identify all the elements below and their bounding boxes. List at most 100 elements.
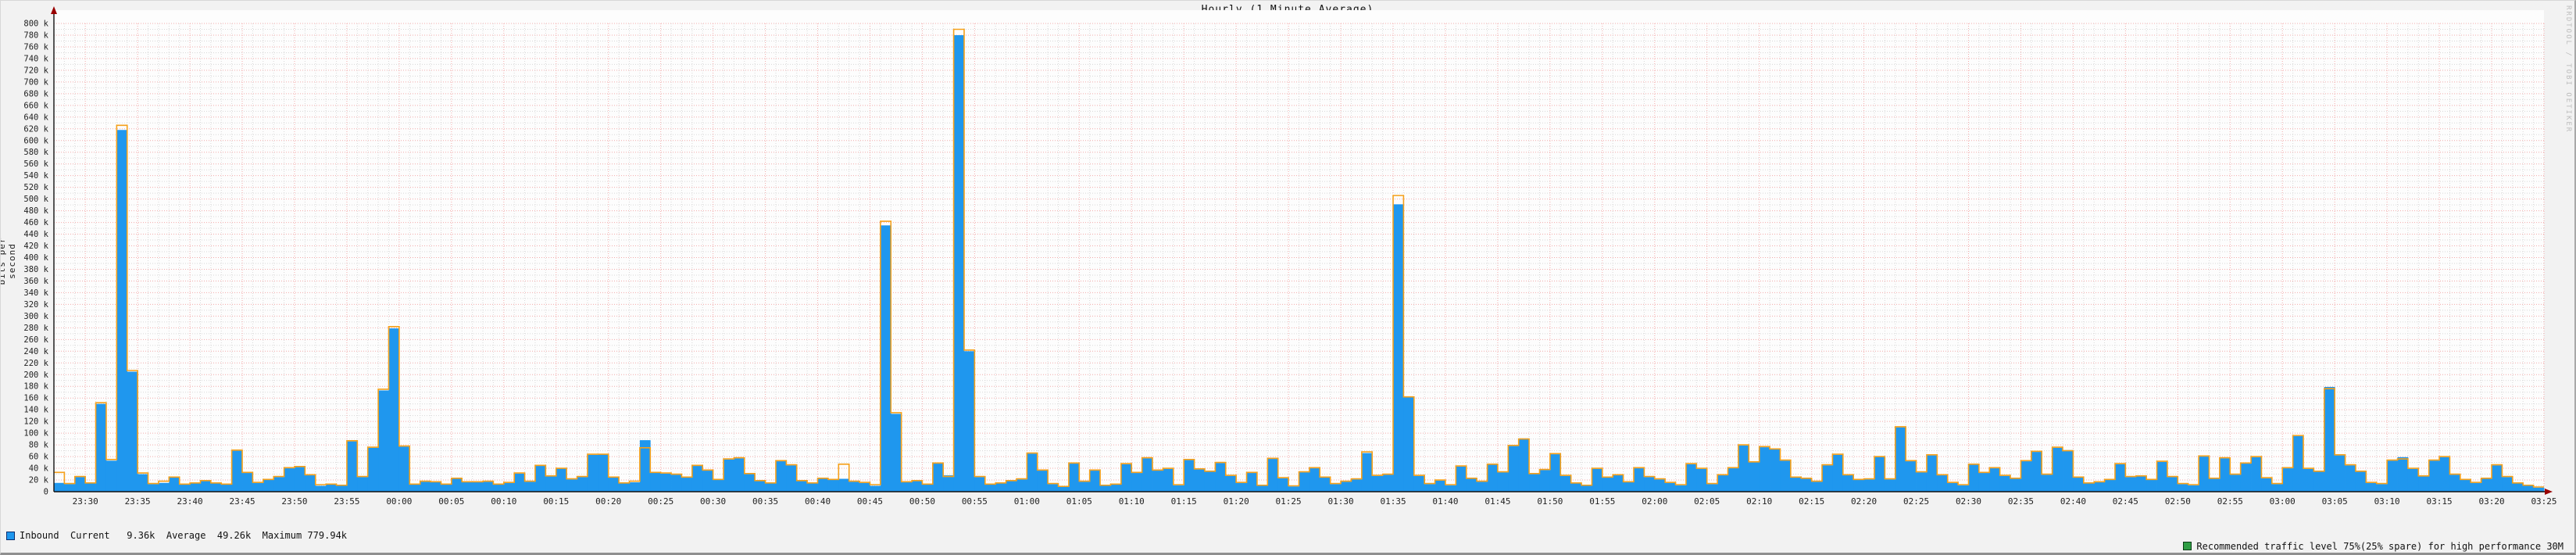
svg-text:02:20: 02:20 (1851, 496, 1877, 507)
svg-text:120 k: 120 k (23, 417, 48, 427)
svg-text:340 k: 340 k (23, 288, 48, 298)
inbound-swatch-icon (6, 532, 15, 541)
svg-text:01:25: 01:25 (1276, 496, 1302, 507)
svg-text:01:35: 01:35 (1380, 496, 1406, 507)
svg-text:00:15: 00:15 (543, 496, 569, 507)
svg-text:02:50: 02:50 (2165, 496, 2191, 507)
svg-text:00:40: 00:40 (805, 496, 831, 507)
svg-text:02:35: 02:35 (2008, 496, 2034, 507)
y-axis-title: bits per second (0, 237, 17, 285)
svg-text:500 k: 500 k (23, 195, 48, 204)
y-axis-labels: 0 20 k 40 k 60 k 80 k 100 k 120 k 140 k 160 k 180… (23, 20, 48, 497)
svg-text:460 k: 460 k (23, 218, 48, 227)
legend: Inbound Current 9.36k Average 49.26k Max… (6, 510, 352, 553)
svg-text:100 k: 100 k (23, 429, 48, 439)
svg-text:01:15: 01:15 (1171, 496, 1197, 507)
svg-text:780 k: 780 k (23, 30, 48, 40)
svg-text:380 k: 380 k (23, 265, 48, 274)
svg-text:23:55: 23:55 (334, 496, 359, 507)
svg-text:00:45: 00:45 (857, 496, 883, 507)
x-axis-labels: 23:30 23:35 23:40 23:45 23:50 23:55 00:00 00:05… (73, 496, 2557, 507)
svg-text:23:35: 23:35 (125, 496, 151, 507)
svg-text:23:45: 23:45 (229, 496, 255, 507)
svg-text:01:55: 01:55 (1589, 496, 1615, 507)
recommended-swatch-icon (2183, 542, 2192, 551)
svg-text:660 k: 660 k (23, 101, 48, 110)
x-axis-arrow-icon (2545, 489, 2553, 495)
svg-text:480 k: 480 k (23, 206, 48, 216)
svg-text:00:00: 00:00 (386, 496, 412, 507)
svg-text:02:30: 02:30 (1956, 496, 1981, 507)
svg-text:02:55: 02:55 (2217, 496, 2243, 507)
svg-text:540 k: 540 k (23, 171, 48, 181)
y-axis-arrow-icon (51, 6, 57, 14)
svg-text:03:25: 03:25 (2531, 496, 2556, 507)
svg-text:740 k: 740 k (23, 54, 48, 63)
svg-text:260 k: 260 k (23, 335, 48, 345)
svg-text:80 k: 80 k (29, 441, 49, 450)
svg-text:320 k: 320 k (23, 300, 48, 310)
svg-text:01:40: 01:40 (1432, 496, 1458, 507)
svg-text:40 k: 40 k (29, 464, 49, 474)
svg-text:01:50: 01:50 (1537, 496, 1563, 507)
svg-text:680 k: 680 k (23, 89, 48, 98)
svg-text:240 k: 240 k (23, 347, 48, 356)
svg-text:02:10: 02:10 (1746, 496, 1772, 507)
svg-text:03:00: 03:00 (2270, 496, 2296, 507)
svg-text:20 k: 20 k (29, 476, 49, 485)
svg-text:00:05: 00:05 (438, 496, 464, 507)
axes (51, 6, 2553, 495)
svg-text:23:50: 23:50 (281, 496, 307, 507)
svg-text:620 k: 620 k (23, 124, 48, 134)
svg-text:00:25: 00:25 (648, 496, 673, 507)
svg-text:23:40: 23:40 (177, 496, 203, 507)
svg-text:03:20: 03:20 (2478, 496, 2504, 507)
svg-text:02:40: 02:40 (2060, 496, 2086, 507)
legend-recommended-label: Recommended traffic level 75%(25% spare)… (2196, 540, 2563, 552)
svg-text:03:15: 03:15 (2427, 496, 2453, 507)
svg-text:400 k: 400 k (23, 253, 48, 263)
svg-text:180 k: 180 k (23, 382, 48, 392)
svg-text:00:10: 00:10 (491, 496, 516, 507)
svg-text:02:15: 02:15 (1799, 496, 1824, 507)
svg-text:640 k: 640 k (23, 113, 48, 122)
legend-inbound-label: Inbound Current 9.36k Average 49.26k Max… (20, 530, 348, 541)
svg-text:600 k: 600 k (23, 136, 48, 145)
svg-text:360 k: 360 k (23, 277, 48, 286)
svg-text:01:05: 01:05 (1066, 496, 1092, 507)
svg-text:580 k: 580 k (23, 148, 48, 157)
svg-text:720 k: 720 k (23, 66, 48, 75)
svg-text:420 k: 420 k (23, 242, 48, 251)
svg-text:800 k: 800 k (23, 20, 48, 29)
svg-text:60 k: 60 k (29, 453, 49, 462)
svg-text:03:05: 03:05 (2322, 496, 2348, 507)
legend-row-inbound: Inbound Current 9.36k Average 49.26k Max… (6, 530, 352, 542)
svg-text:01:00: 01:00 (1014, 496, 1040, 507)
svg-text:01:45: 01:45 (1485, 496, 1510, 507)
svg-text:23:30: 23:30 (73, 496, 98, 507)
svg-text:200 k: 200 k (23, 371, 48, 380)
svg-text:00:55: 00:55 (962, 496, 988, 507)
grid-vertical (63, 23, 2545, 492)
svg-text:440 k: 440 k (23, 230, 48, 239)
svg-text:760 k: 760 k (23, 42, 48, 52)
svg-text:00:50: 00:50 (909, 496, 935, 507)
svg-text:700 k: 700 k (23, 77, 48, 87)
outbound-line (54, 28, 2544, 488)
svg-text:02:25: 02:25 (1903, 496, 1929, 507)
svg-text:03:10: 03:10 (2374, 496, 2400, 507)
inbound-bars (54, 34, 2545, 492)
svg-text:02:00: 02:00 (1642, 496, 1667, 507)
svg-text:00:35: 00:35 (752, 496, 778, 507)
svg-text:02:45: 02:45 (2113, 496, 2138, 507)
svg-text:00:20: 00:20 (595, 496, 621, 507)
svg-text:02:05: 02:05 (1694, 496, 1720, 507)
svg-text:140 k: 140 k (23, 406, 48, 415)
svg-text:560 k: 560 k (23, 159, 48, 169)
legend-recommended: Recommended traffic level 75%(25% spare)… (2183, 541, 2563, 552)
svg-text:280 k: 280 k (23, 324, 48, 333)
svg-text:520 k: 520 k (23, 183, 48, 192)
rrdtool-watermark: RRDTOOL / TOBI OETIKER (2564, 5, 2572, 134)
